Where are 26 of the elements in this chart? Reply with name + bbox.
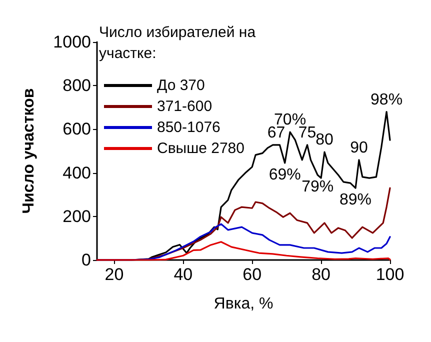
x-axis-title: Явка, %: [214, 296, 274, 312]
annotation: 69%: [268, 166, 301, 184]
annotation: 75: [298, 124, 316, 142]
annotation: 80: [316, 132, 334, 149]
x-tick-label: 20: [104, 265, 124, 284]
legend-label: 850-1076: [157, 119, 220, 136]
legend-label: До 370: [157, 77, 205, 94]
y-tick-label: 400: [62, 163, 91, 182]
y-tick-label: 200: [62, 206, 91, 226]
legend-title: Число избирателей на участке:: [99, 24, 256, 62]
annotation: 90: [350, 139, 368, 156]
x-tick-label: 80: [312, 265, 331, 284]
y-tick-label: 800: [62, 76, 91, 96]
annotation: 89%: [340, 192, 372, 209]
y-axis-title: Число участков: [20, 88, 38, 214]
annotation: 67: [267, 124, 286, 142]
x-tick-label: 60: [242, 265, 262, 284]
y-tick-label: 1000: [53, 32, 91, 52]
legend-label: 371-600: [157, 98, 212, 115]
x-tick-label: 40: [174, 265, 193, 284]
y-tick-label: 0: [82, 250, 91, 270]
annotation: 98%: [370, 91, 403, 108]
x-tick-label: 100: [376, 265, 404, 284]
annotation: 79%: [302, 178, 334, 196]
legend-label: Свыше 2780: [157, 140, 244, 157]
y-tick-label: 600: [62, 120, 91, 139]
